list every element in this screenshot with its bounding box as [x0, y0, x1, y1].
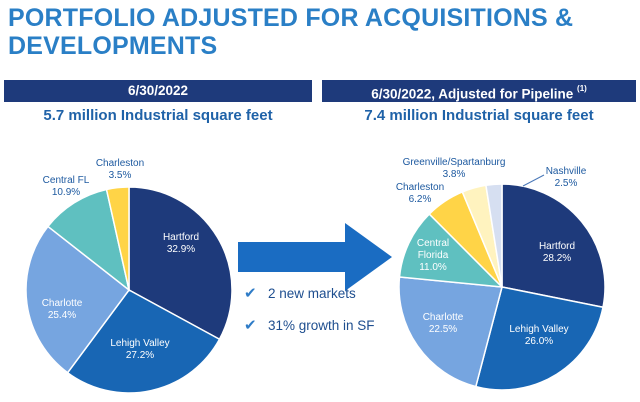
right-pie-label-central-florida: Central Florida 11.0%	[417, 238, 449, 273]
right-pie-label-nashville: Nashville 2.5%	[546, 166, 587, 189]
check-icon: ✔	[244, 317, 257, 334]
right-pie-label-charleston: Charleston 6.2%	[396, 182, 444, 205]
right-pie-slice-central-florida	[398, 212, 505, 288]
left-pie-label-charleston: Charleston 3.5%	[96, 158, 144, 181]
check-icon: ✔	[244, 285, 257, 302]
right-banner: 6/30/2022, Adjusted for Pipeline (1)	[322, 80, 636, 102]
right-pie-slice-charlotte	[398, 276, 503, 388]
left-pie-label-lehigh-valley: Lehigh Valley 27.2%	[110, 338, 169, 361]
left-pie-slice-charlotte	[25, 225, 131, 374]
right-pie-slice-lehigh-valley	[474, 286, 604, 391]
left-pie-label-charlotte: Charlotte 25.4%	[42, 298, 83, 321]
left-pie-label-hartford: Hartford 32.9%	[163, 232, 199, 255]
left-pie-slice-charleston	[105, 186, 130, 291]
right-banner-text: 6/30/2022, Adjusted for Pipeline	[371, 86, 574, 102]
left-pie-slice-central-fl	[46, 188, 131, 292]
right-pie-slice-nashville	[485, 183, 503, 288]
bullet-list: ✔ 2 new markets ✔ 31% growth in SF	[244, 282, 375, 346]
right-subtitle: 7.4 million Industrial square feet	[364, 107, 594, 124]
right-pie-label-lehigh-valley: Lehigh Valley 26.0%	[509, 324, 568, 347]
right-pie-leader-nashville	[522, 174, 545, 187]
right-pie-label-greenville-spartanburg: Greenville/Spartanburg 3.8%	[403, 157, 506, 180]
right-pie-slice-hartford	[501, 183, 606, 309]
left-banner: 6/30/2022	[4, 80, 312, 102]
bullet-text: 31% growth in SF	[268, 317, 375, 333]
bullet-item: ✔ 2 new markets	[244, 282, 375, 304]
bullet-item: ✔ 31% growth in SF	[244, 314, 375, 336]
right-pie-label-hartford: Hartford 28.2%	[539, 241, 575, 264]
bullet-text: 2 new markets	[268, 285, 356, 301]
left-pie-slice-lehigh-valley	[66, 289, 221, 394]
left-banner-text: 6/30/2022	[127, 83, 189, 98]
arrow-right-icon	[238, 223, 392, 291]
left-pie-slice-hartford	[128, 186, 233, 341]
left-pie-label-central-fl: Central FL 10.9%	[43, 175, 90, 198]
right-banner-note: (1)	[577, 84, 587, 93]
right-pie-label-charlotte: Charlotte 22.5%	[423, 312, 464, 335]
page-title: PORTFOLIO ADJUSTED FOR ACQUISITIONS & DE…	[8, 4, 574, 60]
left-subtitle: 5.7 million Industrial square feet	[43, 107, 273, 124]
